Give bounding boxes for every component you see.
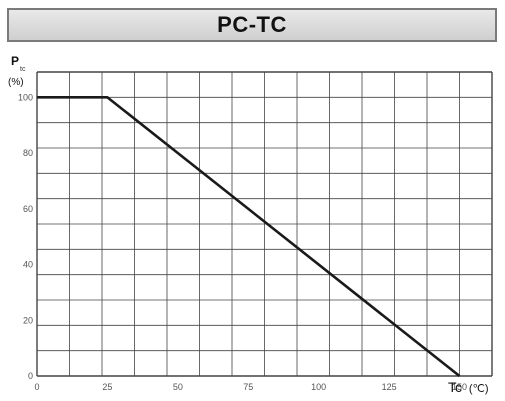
x-tick-label: 25 bbox=[102, 382, 112, 392]
y-tick-label: 40 bbox=[23, 260, 33, 270]
x-tick-label: 0 bbox=[34, 382, 39, 392]
y-tick-label: 60 bbox=[23, 204, 33, 214]
x-tick-label: 150 bbox=[452, 382, 467, 392]
chart-grid bbox=[36, 71, 493, 377]
x-tick-label: 100 bbox=[311, 382, 326, 392]
chart-title: PC-TC bbox=[217, 12, 287, 37]
y-axis-unit: (%) bbox=[8, 77, 24, 88]
y-axis-label: P bbox=[11, 54, 19, 68]
y-axis-ticks: 0 20 40 60 80 100 bbox=[18, 92, 33, 381]
x-axis-label-symbol: Tc bbox=[448, 379, 462, 395]
chart-title-bar: PC-TC bbox=[7, 8, 497, 42]
derating-curve bbox=[37, 96, 461, 378]
x-axis-label-unit: (℃) bbox=[469, 383, 489, 395]
y-tick-label: 100 bbox=[18, 92, 33, 102]
x-tick-label: 50 bbox=[173, 382, 183, 392]
x-axis-label: Tc (℃) bbox=[448, 379, 489, 395]
x-axis-ticks: 0 25 50 75 100 125 150 bbox=[34, 382, 467, 392]
y-tick-label: 0 bbox=[28, 371, 33, 381]
y-tick-label: 80 bbox=[23, 148, 33, 158]
y-tick-label: 20 bbox=[23, 315, 33, 325]
y-axis-label-subscript: tc bbox=[20, 66, 26, 73]
x-tick-label: 75 bbox=[243, 382, 253, 392]
chart-series bbox=[37, 96, 461, 378]
x-tick-label: 125 bbox=[382, 382, 397, 392]
